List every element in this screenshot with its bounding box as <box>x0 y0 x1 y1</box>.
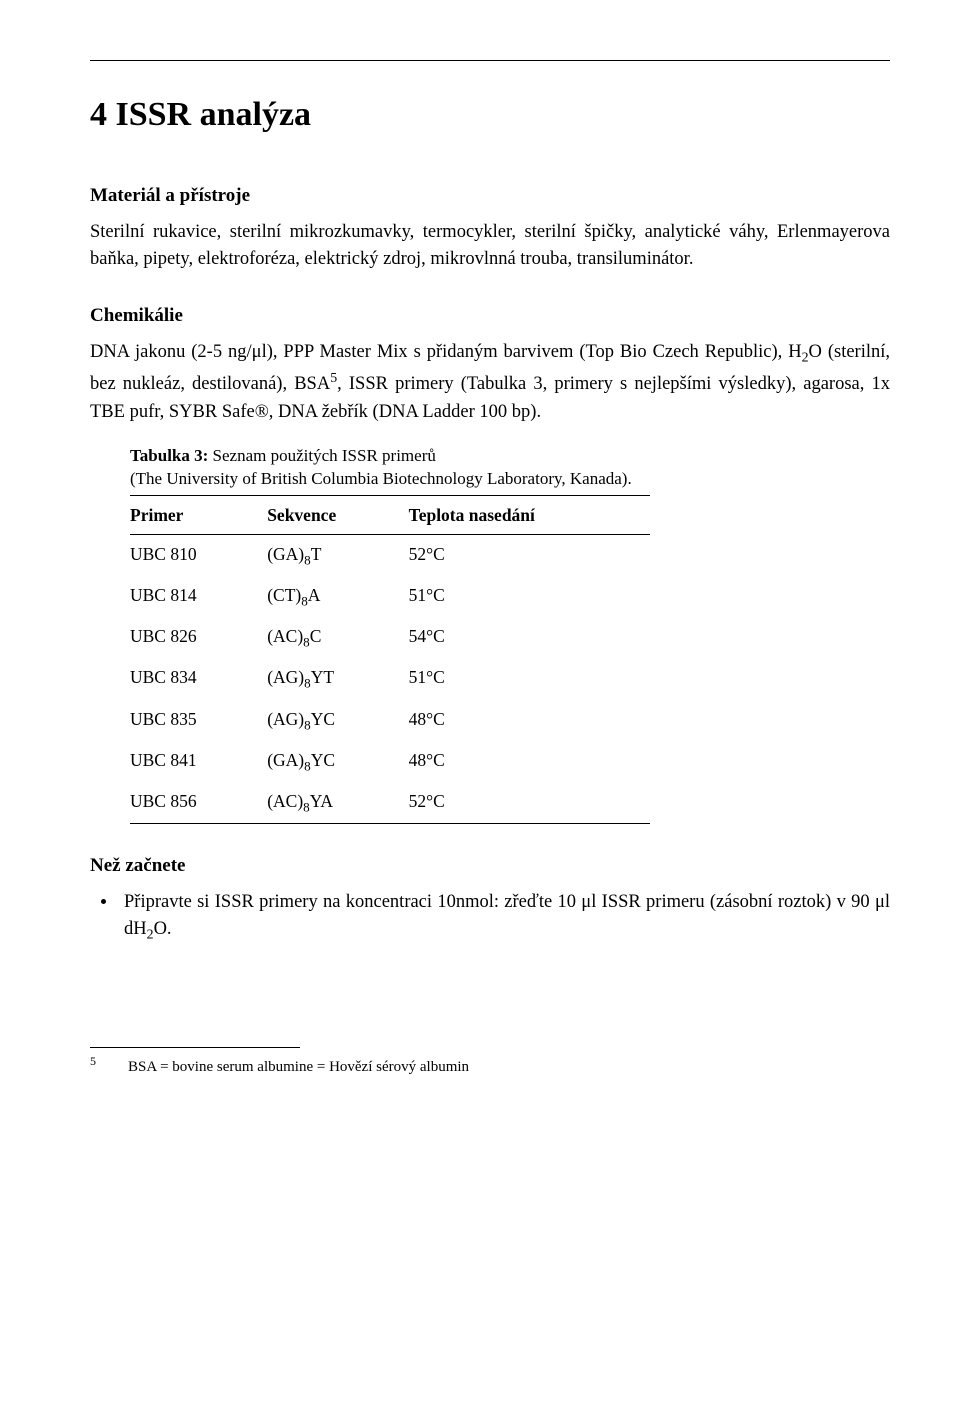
cell-primer: UBC 826 <box>130 617 267 658</box>
chem-pre: DNA jakonu (2-5 ng/μl), PPP Master Mix s… <box>90 342 802 362</box>
before-bullet: Připravte si ISSR primery na koncentraci… <box>118 889 890 947</box>
cell-primer: UBC 856 <box>130 782 267 824</box>
heading-chemicals: Chemikálie <box>90 302 890 331</box>
cell-temp: 51°C <box>409 658 650 699</box>
cell-primer: UBC 834 <box>130 658 267 699</box>
cell-temp: 48°C <box>409 700 650 741</box>
cell-temp: 52°C <box>409 782 650 824</box>
chemicals-text: DNA jakonu (2-5 ng/μl), PPP Master Mix s… <box>90 339 890 427</box>
cell-temp: 48°C <box>409 741 650 782</box>
cell-sequence: (AC)8C <box>267 617 408 658</box>
bullet-post: O. <box>154 919 172 939</box>
cell-sequence: (AG)8YT <box>267 658 408 699</box>
bullet-pre: Připravte si ISSR primery na koncentraci… <box>124 892 890 940</box>
cell-primer: UBC 810 <box>130 534 267 576</box>
table-3-block: Tabulka 3: Seznam použitých ISSR primerů… <box>130 445 650 824</box>
cell-sequence: (AG)8YC <box>267 700 408 741</box>
th-primer: Primer <box>130 495 267 534</box>
table-row: UBC 814(CT)8A51°C <box>130 576 650 617</box>
table-row: UBC 810(GA)8T52°C <box>130 534 650 576</box>
page-title: 4 ISSR analýza <box>90 89 890 140</box>
cell-sequence: (GA)8YC <box>267 741 408 782</box>
table-header-row: Primer Sekvence Teplota nasedání <box>130 495 650 534</box>
top-rule <box>90 60 890 61</box>
table-row: UBC 834(AG)8YT51°C <box>130 658 650 699</box>
table-caption-rest: Seznam použitých ISSR primerů <box>208 446 436 465</box>
cell-temp: 54°C <box>409 617 650 658</box>
cell-temp: 51°C <box>409 576 650 617</box>
primers-table: Primer Sekvence Teplota nasedání UBC 810… <box>130 495 650 825</box>
table-caption-sub: (The University of British Columbia Biot… <box>130 469 632 488</box>
table-row: UBC 826(AC)8C54°C <box>130 617 650 658</box>
table-row: UBC 856(AC)8YA52°C <box>130 782 650 824</box>
cell-sequence: (AC)8YA <box>267 782 408 824</box>
cell-primer: UBC 835 <box>130 700 267 741</box>
cell-temp: 52°C <box>409 534 650 576</box>
footnote-separator <box>90 1047 300 1048</box>
footnote-number: 5 <box>90 1054 96 1068</box>
cell-sequence: (GA)8T <box>267 534 408 576</box>
before-list: Připravte si ISSR primery na koncentraci… <box>118 889 890 947</box>
chem-h2o-sub: 2 <box>802 350 809 365</box>
material-text: Sterilní rukavice, sterilní mikrozkumavk… <box>90 219 890 275</box>
th-sequence: Sekvence <box>267 495 408 534</box>
heading-before: Než začnete <box>90 852 890 881</box>
footnote: 5 BSA = bovine serum albumine = Hovězí sé… <box>90 1052 890 1079</box>
table-caption: Tabulka 3: Seznam použitých ISSR primerů… <box>130 445 650 491</box>
table-row: UBC 841(GA)8YC48°C <box>130 741 650 782</box>
footnote-text: BSA = bovine serum albumine = Hovězí sér… <box>128 1059 469 1075</box>
cell-sequence: (CT)8A <box>267 576 408 617</box>
cell-primer: UBC 814 <box>130 576 267 617</box>
table-caption-bold: Tabulka 3: <box>130 446 208 465</box>
table-row: UBC 835(AG)8YC48°C <box>130 700 650 741</box>
heading-material: Materiál a přístroje <box>90 182 890 211</box>
th-temp: Teplota nasedání <box>409 495 650 534</box>
cell-primer: UBC 841 <box>130 741 267 782</box>
bullet-sub: 2 <box>147 928 154 943</box>
